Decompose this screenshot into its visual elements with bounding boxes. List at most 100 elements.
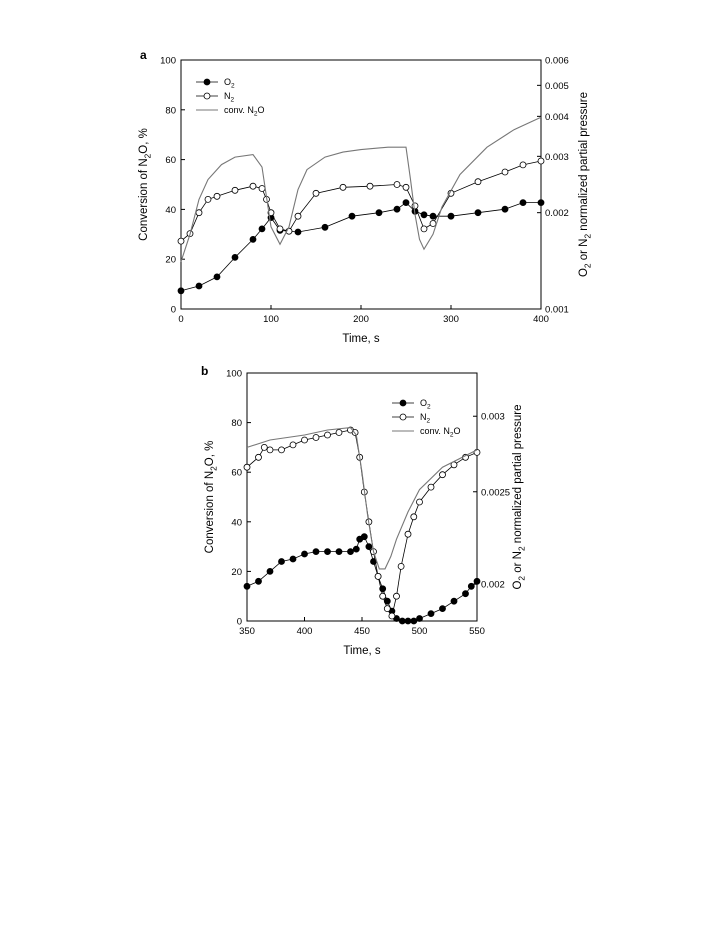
y2-axis-label: O2​ or N2​ normalized partial pressure xyxy=(512,404,526,589)
data-point xyxy=(388,612,396,620)
data-point xyxy=(301,436,308,444)
series-line xyxy=(246,427,478,570)
data-point xyxy=(289,441,297,449)
data-point xyxy=(416,498,423,506)
legend: O2​N2​conv. N2​O xyxy=(196,77,264,118)
y-tick-label: 80 xyxy=(231,418,242,429)
data-point xyxy=(255,577,262,585)
data-point xyxy=(360,533,368,541)
chart-panel-a: a 0 100 200 300 400 0 20 40 60 80 100 0.001 0.002 0.00… xyxy=(138,48,592,345)
y2-tick-label: 0.002 xyxy=(545,208,569,219)
y-tick-label: 20 xyxy=(231,567,242,578)
y-tick-label: 100 xyxy=(226,369,242,380)
legend-entry: N2​ xyxy=(224,91,235,104)
y-axis-label: Conversion of N2​O, % xyxy=(204,441,218,554)
data-point xyxy=(397,563,405,570)
y-tick-label: 80 xyxy=(165,105,176,116)
data-point xyxy=(289,555,297,563)
legend: O2​N2​conv. N2​O xyxy=(392,398,460,439)
data-point xyxy=(213,273,221,281)
series-conv-n2o xyxy=(180,116,542,262)
data-point xyxy=(278,446,285,454)
x-axis-label: Time, s xyxy=(343,645,381,657)
x-tick-label: 100 xyxy=(263,314,279,325)
chart-panel-b: b 350 400 450 500 550 0 20 40 60 80 100 0.002 0.0025 0… xyxy=(201,364,526,657)
x-tick-label: 200 xyxy=(353,314,369,325)
legend-entry: conv. N2​O xyxy=(224,105,264,118)
data-point xyxy=(450,597,458,605)
data-point xyxy=(177,287,185,295)
data-point xyxy=(411,202,419,210)
data-point xyxy=(402,183,410,191)
data-point xyxy=(402,199,410,207)
legend-swatch-marker xyxy=(399,399,407,407)
x-axis-label: Time, s xyxy=(342,333,380,345)
plot-frame xyxy=(246,372,478,622)
data-point xyxy=(352,545,360,553)
panel-label: b xyxy=(201,364,208,378)
series-line xyxy=(180,160,542,242)
data-point xyxy=(249,182,257,190)
data-point xyxy=(177,237,185,245)
data-point xyxy=(393,181,401,188)
data-point xyxy=(195,209,203,217)
y-tick-label: 100 xyxy=(160,56,176,67)
legend-swatch-marker xyxy=(399,413,407,421)
data-point xyxy=(347,548,354,555)
data-point xyxy=(427,483,435,491)
legend-swatch-marker xyxy=(203,92,211,100)
data-point xyxy=(195,282,203,290)
series-o2 xyxy=(243,533,481,625)
data-point xyxy=(447,212,455,220)
data-point xyxy=(467,582,475,590)
data-point xyxy=(404,530,412,538)
legend-entry: conv. N2​O xyxy=(420,426,460,439)
data-point xyxy=(278,558,285,565)
data-point xyxy=(439,471,446,479)
data-point xyxy=(519,199,527,207)
data-point xyxy=(393,205,401,213)
data-point xyxy=(321,223,329,231)
data-point xyxy=(393,592,400,600)
y-tick-label: 0 xyxy=(237,617,242,628)
data-point xyxy=(404,617,412,625)
data-point xyxy=(213,192,221,200)
data-point xyxy=(339,183,347,191)
data-point xyxy=(410,617,418,625)
legend-swatch-marker xyxy=(203,78,211,86)
panel-label: a xyxy=(140,48,147,62)
series-o2 xyxy=(177,199,545,295)
y2-tick-label: 0.0025 xyxy=(481,487,510,498)
data-point xyxy=(324,431,331,439)
y2-tick-label: 0.001 xyxy=(545,305,569,316)
y-tick-label: 60 xyxy=(165,155,176,166)
data-point xyxy=(276,225,284,233)
x-tick-label: 450 xyxy=(354,626,370,637)
data-point xyxy=(258,185,266,192)
data-point xyxy=(379,592,387,600)
x-tick-label: 500 xyxy=(412,626,428,637)
series-line xyxy=(180,116,542,262)
data-point xyxy=(243,463,251,471)
y-axis-label: Conversion of N2​O, % xyxy=(138,128,152,241)
y-tick-label: 40 xyxy=(165,205,176,216)
data-point xyxy=(429,220,437,227)
data-point xyxy=(420,211,428,219)
data-point xyxy=(429,212,437,220)
x-tick-label: 400 xyxy=(533,314,549,325)
data-point xyxy=(375,209,383,217)
data-point xyxy=(420,225,428,233)
x-tick-label: 300 xyxy=(443,314,459,325)
data-point xyxy=(204,195,212,203)
y2-tick-label: 0.003 xyxy=(481,412,505,423)
data-point xyxy=(416,615,423,622)
series-line xyxy=(180,202,541,292)
data-point xyxy=(383,605,391,612)
data-point xyxy=(439,605,446,612)
legend-entry: O2​ xyxy=(420,398,431,411)
data-point xyxy=(312,434,320,441)
data-point xyxy=(301,550,308,558)
data-point xyxy=(266,446,274,454)
data-point xyxy=(258,225,266,233)
